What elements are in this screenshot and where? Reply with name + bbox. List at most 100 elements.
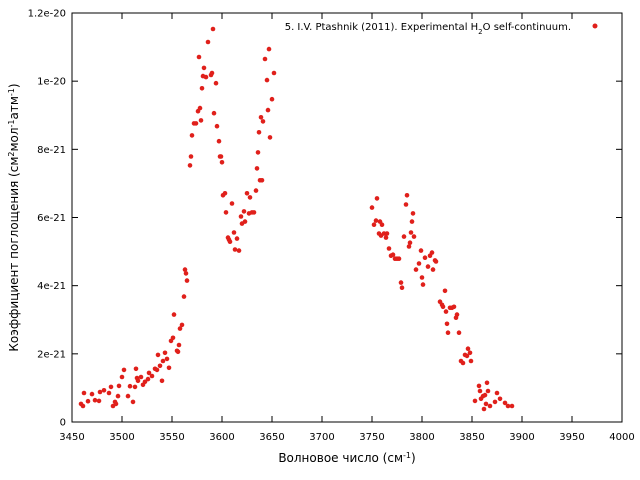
y-axis-ticks: 0 2e-21 4e-21 6e-21 8e-21 1e-20 1.2e-20: [28, 9, 622, 429]
data-point: [213, 80, 219, 86]
data-point: [216, 138, 222, 144]
y-tick-label: 4e-21: [37, 281, 66, 292]
data-point: [476, 383, 482, 389]
data-point: [160, 358, 166, 364]
data-point: [383, 235, 389, 240]
data-point: [403, 202, 409, 207]
legend-label: 5. I.V. Ptashnik (2011). Experimental H2…: [285, 22, 571, 36]
data-point: [451, 304, 457, 310]
data-point: [135, 378, 141, 384]
data-point: [502, 400, 508, 406]
data-point: [269, 96, 275, 102]
data-point: [384, 231, 390, 236]
data-point: [398, 280, 404, 285]
data-point: [81, 390, 87, 396]
data-point: [408, 230, 414, 235]
data-point: [242, 219, 248, 224]
legend: 5. I.V. Ptashnik (2011). Experimental H2…: [285, 22, 598, 36]
data-point: [494, 390, 500, 396]
data-point: [492, 399, 498, 405]
data-point: [406, 244, 412, 249]
data-point: [241, 209, 247, 214]
data-point: [442, 288, 448, 294]
data-point: [244, 191, 250, 196]
data-point: [468, 358, 474, 364]
data-point: [485, 388, 491, 394]
data-point: [85, 398, 91, 404]
data-point: [444, 321, 450, 327]
data-point: [176, 342, 182, 348]
data-point: [234, 236, 240, 241]
data-point: [420, 282, 426, 287]
data-point: [416, 261, 422, 266]
data-point: [255, 150, 261, 155]
data-point: [219, 160, 225, 165]
data-point: [256, 130, 262, 135]
x-tick-label: 3600: [209, 432, 234, 443]
x-tick-label: 3750: [359, 432, 384, 443]
data-point: [80, 403, 86, 409]
data-point: [115, 393, 121, 399]
data-point: [422, 255, 428, 260]
data-point: [265, 107, 271, 113]
data-point: [425, 264, 431, 269]
data-point: [179, 322, 185, 328]
data-point: [121, 367, 127, 373]
legend-marker: [592, 23, 598, 29]
data-point: [108, 384, 114, 390]
data-point: [222, 191, 228, 196]
data-point: [258, 115, 264, 120]
data-point: [188, 154, 194, 159]
data-point: [162, 350, 168, 356]
x-tick-label: 3550: [159, 432, 184, 443]
data-point: [193, 121, 199, 126]
data-point: [229, 201, 235, 206]
x-tick-label: 4000: [609, 432, 634, 443]
x-tick-label: 3900: [509, 432, 534, 443]
data-point: [209, 70, 215, 76]
y-axis-title: Коэффициент поглощения (см2мол-1атм-1): [7, 83, 22, 351]
data-point: [260, 119, 266, 124]
x-axis-title: Волновое число (см-1): [278, 451, 415, 466]
data-point: [171, 312, 177, 317]
data-point: [477, 388, 483, 394]
data-point: [164, 356, 170, 362]
data-point: [211, 110, 217, 116]
y-tick-label: 0: [60, 418, 66, 429]
data-point: [251, 210, 257, 215]
data-point: [116, 383, 122, 389]
data-point: [419, 275, 425, 280]
data-point: [483, 401, 489, 407]
data-points: [78, 26, 515, 412]
data-point: [132, 384, 138, 390]
data-point: [467, 350, 473, 356]
data-point: [253, 188, 259, 193]
data-point: [201, 65, 207, 71]
data-point: [96, 398, 102, 404]
data-point: [119, 374, 125, 380]
data-point: [440, 304, 446, 310]
data-point: [130, 399, 136, 405]
data-point: [509, 403, 515, 409]
data-point: [142, 379, 148, 385]
data-point: [236, 248, 242, 253]
data-point: [106, 390, 112, 396]
data-point: [247, 195, 253, 200]
data-point: [369, 205, 375, 210]
x-tick-label: 3800: [409, 432, 434, 443]
data-point: [166, 365, 172, 371]
data-point: [379, 222, 385, 227]
data-point: [399, 285, 405, 291]
data-point: [205, 39, 211, 45]
data-point: [460, 360, 466, 366]
data-point: [154, 367, 160, 373]
data-point: [196, 54, 202, 60]
data-point: [390, 252, 396, 257]
data-point: [214, 123, 220, 129]
data-point: [484, 380, 490, 386]
data-point: [407, 240, 413, 245]
x-tick-label: 3500: [109, 432, 134, 443]
x-axis-ticks: 3450 3500 3550 3600 3650 3700 3750 3800 3850 3900…: [59, 13, 635, 443]
data-point: [157, 363, 163, 369]
